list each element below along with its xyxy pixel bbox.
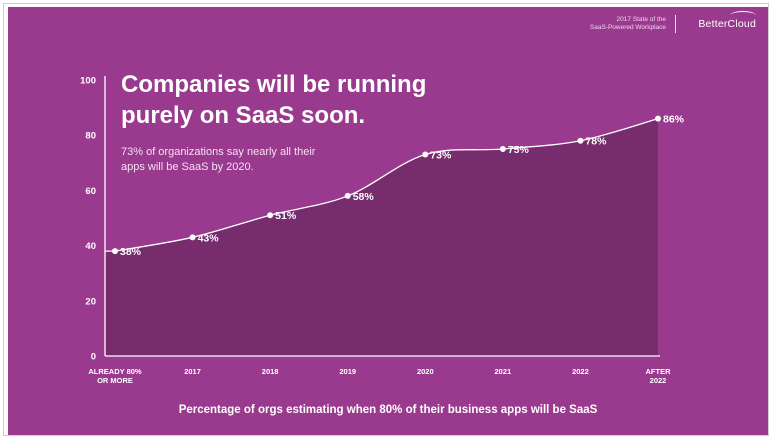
data-point xyxy=(655,115,661,122)
x-tick-label: 2017 xyxy=(184,367,201,376)
data-point xyxy=(267,212,274,219)
chart-caption: Percentage of orgs estimating when 80% o… xyxy=(178,404,598,416)
data-label: 86% xyxy=(663,114,685,126)
area-line xyxy=(114,118,659,252)
x-tick-label: AFTER xyxy=(646,367,672,376)
y-tick-label: 100 xyxy=(80,76,96,87)
report-title: 2017 State of the SaaS-Powered Workplace xyxy=(556,16,666,32)
y-tick-label: 80 xyxy=(85,131,96,142)
data-label: 75% xyxy=(508,144,530,156)
bettercloud-logo: BetterCloud xyxy=(698,18,756,30)
area-chart: 0 20 40 60 80 100 ALREADY 80%OR MORE 2017 2018 20… xyxy=(80,76,685,386)
area-fill xyxy=(105,118,658,356)
data-point xyxy=(499,146,506,152)
brand-divider xyxy=(675,15,676,33)
x-tick-label: 2021 xyxy=(495,367,512,376)
data-point xyxy=(577,137,584,144)
x-tick-label: 2022 xyxy=(572,367,589,376)
data-point xyxy=(344,192,351,199)
subheadline-line1: 73% of organizations say nearly all thei… xyxy=(121,146,316,158)
x-tick-label: OR MORE xyxy=(97,376,133,385)
headline-line1: Companies will be running xyxy=(121,71,427,98)
x-tick-label: 2022 xyxy=(650,376,667,385)
chart-subheadline: 73% of organizations say nearly all thei… xyxy=(121,145,381,175)
data-label: 43% xyxy=(198,232,220,244)
slide: 0 20 40 60 80 100 ALREADY 80% OR MORE 2017 2018 20… xyxy=(8,7,768,435)
y-tick-label: 60 xyxy=(85,186,96,197)
cloud-logo-icon xyxy=(730,11,756,20)
y-tick-label: 20 xyxy=(85,296,96,307)
data-label: 73% xyxy=(430,150,452,162)
data-point xyxy=(189,234,196,241)
data-point xyxy=(112,248,118,255)
x-tick-label: 2020 xyxy=(417,367,434,376)
y-tick-label: 40 xyxy=(85,241,96,252)
x-tick-label: ALREADY 80% xyxy=(88,367,142,376)
data-label: 78% xyxy=(585,136,607,148)
data-point xyxy=(422,151,429,158)
x-tick-label: 2019 xyxy=(339,367,356,376)
chart-headline: Companies will be running purely on SaaS… xyxy=(121,69,481,131)
report-title-line2: SaaS-Powered Workplace xyxy=(589,24,666,31)
report-title-line1: 2017 State of the xyxy=(616,16,666,23)
subheadline-line2: apps will be SaaS by 2020. xyxy=(121,161,254,173)
data-label: 51% xyxy=(275,210,297,222)
y-tick-label: 0 xyxy=(91,352,96,363)
x-tick-label: 2018 xyxy=(262,367,279,376)
data-label: 58% xyxy=(353,191,375,203)
data-label: 38% xyxy=(120,246,142,258)
headline-line2: purely on SaaS soon. xyxy=(121,102,366,129)
